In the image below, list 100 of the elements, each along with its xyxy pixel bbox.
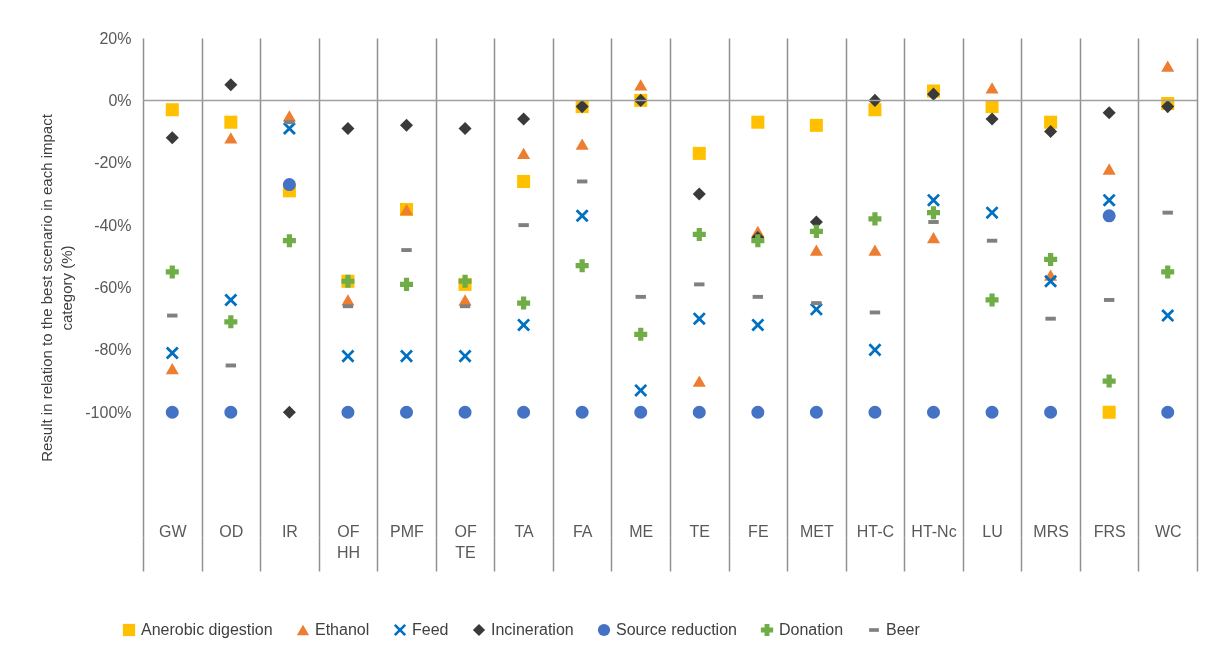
point (517, 318, 531, 332)
point (399, 405, 414, 419)
point (517, 112, 531, 126)
point (692, 227, 706, 241)
point (165, 131, 179, 145)
point (868, 212, 882, 226)
point (575, 209, 589, 223)
x-tick-label: MRS (1033, 522, 1069, 540)
point (282, 121, 296, 135)
legend-label: Donation (779, 621, 844, 638)
point (1102, 106, 1116, 120)
point (575, 138, 589, 150)
point (341, 121, 355, 135)
legend-label: Incineration (491, 621, 574, 638)
point (985, 206, 999, 220)
point (224, 132, 238, 144)
point (517, 405, 531, 419)
point (926, 231, 941, 244)
point (575, 259, 589, 273)
x-tick-label: HT-Nc (911, 522, 957, 540)
point (1102, 163, 1116, 175)
point (692, 187, 706, 201)
point (926, 206, 941, 220)
point (224, 293, 238, 307)
x-tick-label: FRS (1093, 522, 1126, 540)
point (634, 79, 648, 91)
point (282, 234, 296, 248)
point (224, 405, 238, 419)
point (282, 405, 296, 419)
point (809, 118, 823, 132)
x-tick-label: LU (982, 522, 1003, 540)
point (1044, 125, 1058, 139)
point (868, 244, 882, 256)
point (399, 277, 414, 291)
point (634, 327, 648, 341)
point (1161, 60, 1175, 72)
point (1161, 309, 1175, 323)
point (985, 112, 999, 126)
point (458, 349, 472, 363)
x-tick-label: TE (689, 522, 710, 540)
y-tick-label: 20% (99, 29, 132, 47)
point (458, 121, 472, 135)
point (868, 343, 882, 357)
legend-label: Feed (412, 621, 449, 638)
x-tick-label: OD (219, 522, 244, 540)
point (517, 147, 531, 160)
point (224, 315, 238, 329)
point (1161, 405, 1175, 419)
point (692, 312, 706, 326)
point (341, 405, 355, 419)
point (517, 174, 531, 188)
point (692, 405, 706, 419)
point (692, 375, 706, 387)
point (458, 405, 472, 419)
point (224, 78, 238, 92)
point (282, 178, 296, 192)
point (634, 405, 648, 419)
x-tick-label: HT-C (856, 522, 895, 540)
point (165, 346, 179, 360)
x-tick-label: WC (1154, 522, 1182, 540)
y-tick-label: 0% (108, 91, 132, 109)
point (868, 405, 882, 419)
point (224, 115, 238, 129)
x-tick-label: IR (281, 522, 298, 540)
point (399, 349, 414, 363)
point (1102, 193, 1116, 207)
x-tick-label: MET (800, 522, 834, 540)
x-tick-label: PMF (390, 522, 425, 540)
point (517, 296, 531, 310)
x-tick-label: TA (514, 522, 535, 540)
point (165, 103, 179, 117)
point (165, 265, 179, 279)
point (399, 118, 414, 132)
point (1161, 100, 1175, 114)
legend-label: Source reduction (616, 621, 737, 638)
point (341, 349, 355, 363)
point (809, 224, 823, 238)
x-tick-label: FA (572, 522, 593, 540)
point (985, 293, 999, 307)
point (868, 103, 882, 117)
point (1102, 209, 1116, 223)
y-tick-label: -100% (85, 403, 132, 421)
y-tick-label: -60% (94, 279, 132, 296)
point (1044, 405, 1058, 419)
y-tick-label: -20% (94, 154, 132, 172)
point (575, 405, 589, 419)
point (1161, 265, 1175, 279)
point (165, 362, 179, 375)
point (751, 318, 765, 332)
x-tick-label: GW (159, 522, 188, 540)
legend-label: Anerobic digestion (141, 621, 273, 638)
point (1044, 115, 1058, 129)
point (751, 405, 765, 419)
y-axis-title: Result in relation to the best scenario in each impact category (%) (38, 113, 76, 462)
point (1044, 252, 1058, 266)
point (751, 115, 765, 129)
point (634, 383, 648, 397)
point (985, 82, 999, 94)
point (1044, 274, 1058, 288)
point (692, 146, 706, 160)
